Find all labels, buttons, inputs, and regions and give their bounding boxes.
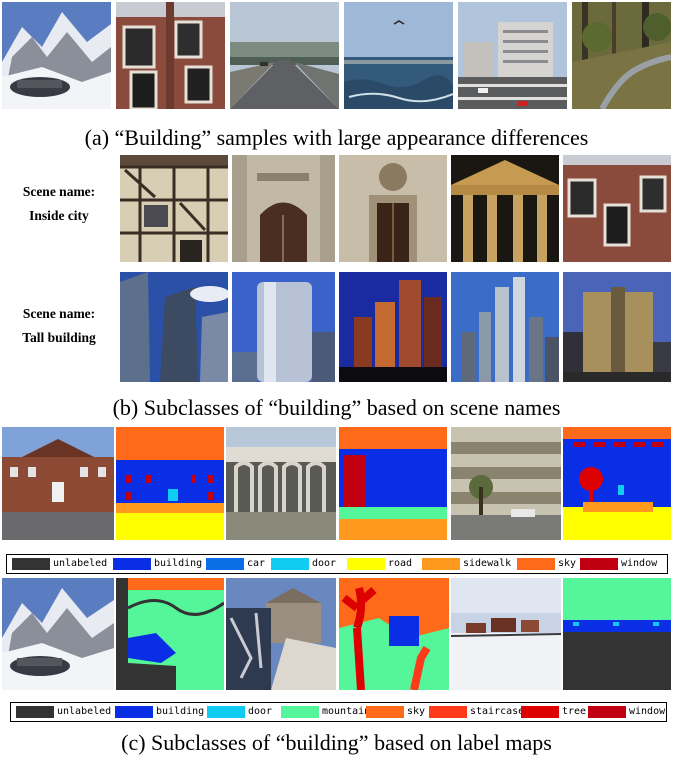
- caption-a: (a) “Building” samples with large appear…: [84, 125, 589, 150]
- photo-brick-townhouse-2: [563, 155, 671, 262]
- legend-swatch: [366, 706, 404, 718]
- label-map-apartment-block: [563, 427, 671, 540]
- legend-swatch: [207, 706, 245, 718]
- photo-sunset-towers: [339, 272, 447, 382]
- photo-highway-building: [458, 2, 567, 109]
- scene-label-inside-city: Scene name: Inside city: [0, 180, 118, 228]
- legend-swatch: [12, 558, 50, 570]
- legend-swatch: [521, 706, 559, 718]
- legend-set-1: unlabeled building car door road sidewal…: [6, 554, 668, 574]
- legend-label: unlabeled: [57, 706, 112, 717]
- photo-mountain-building: [2, 2, 111, 109]
- legend-swatch: [429, 706, 467, 718]
- legend-swatch: [580, 558, 618, 570]
- legend-swatch: [115, 706, 153, 718]
- label-map-ruined-building: [339, 578, 449, 690]
- photo-gothic-door: [232, 155, 335, 262]
- legend-label: car: [247, 558, 266, 569]
- legend-label: tree: [562, 706, 587, 717]
- photo-skyscrapers-blue: [120, 272, 228, 382]
- photo-modern-office: [563, 272, 671, 382]
- caption-b: (b) Subclasses of “building” based on sc…: [112, 395, 561, 420]
- legend-label: unlabeled: [53, 558, 108, 569]
- photo-mountain-building-2: [2, 578, 114, 690]
- legend-label: door: [312, 558, 337, 569]
- photo-classical-facade: [451, 155, 559, 262]
- legend-label: window: [629, 706, 666, 717]
- photo-sea-birds: [344, 2, 453, 109]
- photo-apartment-block: [451, 427, 561, 540]
- legend-swatch: [588, 706, 626, 718]
- legend-swatch: [206, 558, 244, 570]
- photo-concrete-building: [226, 427, 336, 540]
- legend-swatch: [16, 706, 54, 718]
- legend-swatch: [422, 558, 460, 570]
- photo-brick-office: [2, 427, 114, 540]
- legend-label: staircase: [470, 706, 525, 717]
- legend-set-2: unlabeled building door mountain sky sta…: [10, 702, 667, 722]
- legend-label: window: [621, 558, 658, 569]
- legend-swatch: [347, 558, 385, 570]
- legend-label: mountain: [322, 706, 371, 717]
- label-map-brick-office: [116, 427, 224, 540]
- scene-label-name: Tall building: [22, 330, 96, 345]
- photo-snowy-village: [451, 578, 561, 690]
- photo-city-road: [230, 2, 339, 109]
- legend-label: sky: [407, 706, 426, 717]
- legend-swatch: [281, 706, 319, 718]
- legend-swatch: [113, 558, 151, 570]
- legend-label: sky: [558, 558, 577, 569]
- photo-brick-townhouse: [116, 2, 225, 109]
- legend-label: door: [248, 706, 273, 717]
- legend-label: sidewalk: [463, 558, 512, 569]
- photo-ornate-doorway: [339, 155, 447, 262]
- label-map-snowy-village: [563, 578, 671, 690]
- caption-c: (c) Subclasses of “building” based on la…: [121, 730, 552, 755]
- scene-label-prefix: Scene name:: [22, 184, 96, 199]
- photo-city-skyline: [451, 272, 559, 382]
- scene-label-prefix: Scene name:: [22, 306, 96, 321]
- legend-swatch: [271, 558, 309, 570]
- scene-label-name: Inside city: [29, 208, 89, 223]
- legend-swatch: [517, 558, 555, 570]
- label-map-concrete-building: [339, 427, 447, 540]
- photo-cylindrical-tower: [232, 272, 335, 382]
- photo-timber-house: [120, 155, 228, 262]
- label-map-mountain-building: [116, 578, 224, 690]
- photo-ruined-building: [226, 578, 336, 690]
- legend-label: building: [154, 558, 203, 569]
- legend-label: building: [156, 706, 205, 717]
- photo-forest: [572, 2, 671, 109]
- scene-label-tall-building: Scene name: Tall building: [0, 302, 118, 350]
- legend-label: road: [388, 558, 413, 569]
